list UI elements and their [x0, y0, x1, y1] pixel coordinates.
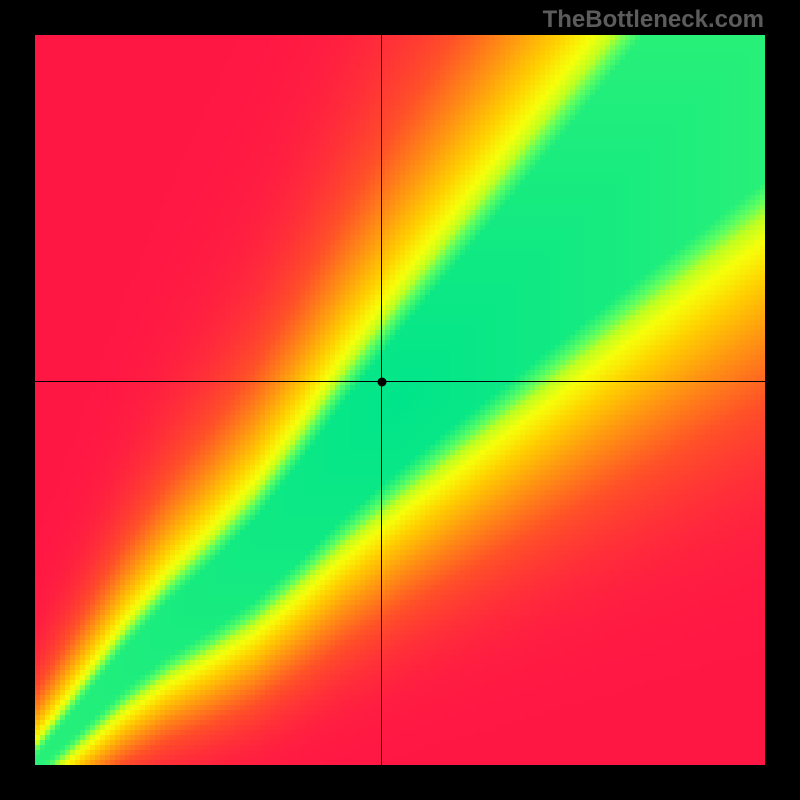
crosshair-marker [377, 377, 386, 386]
heatmap-wrap [35, 35, 765, 765]
heatmap-canvas [35, 35, 765, 765]
crosshair-horizontal [35, 381, 765, 382]
chart-outer: TheBottleneck.com [0, 0, 800, 800]
crosshair-vertical [381, 35, 382, 765]
watermark-text: TheBottleneck.com [543, 6, 764, 34]
